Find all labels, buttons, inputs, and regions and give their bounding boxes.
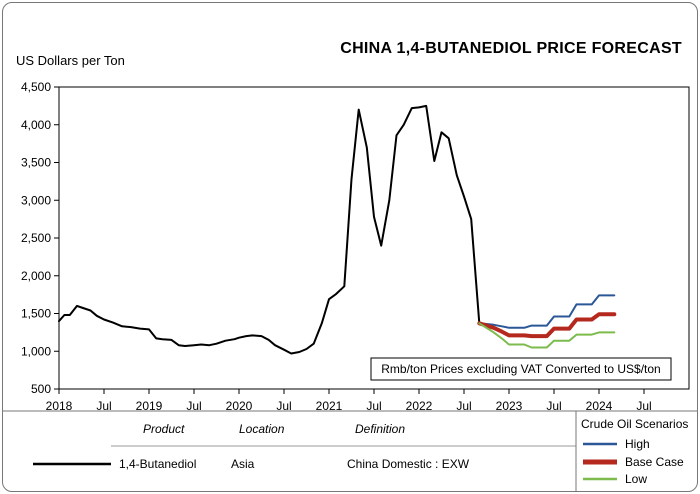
y-tick-label: 3,000: [21, 193, 51, 207]
legend-label-low: Low: [625, 472, 647, 486]
x-tick-label: Jul: [636, 399, 651, 413]
x-tick-label: 2019: [136, 399, 163, 413]
legend-title: Crude Oil Scenarios: [581, 417, 688, 431]
series-line-1-4-butanediol: [58, 104, 481, 355]
y-tick-label: 1,000: [21, 344, 51, 358]
x-tick-label: 2018: [46, 399, 73, 413]
legend-label-base: Base Case: [625, 455, 684, 469]
x-tick-label: Jul: [96, 399, 111, 413]
legend-label-high: High: [625, 437, 650, 451]
table-header-product: Product: [143, 422, 185, 436]
y-tick-label: 1,500: [21, 307, 51, 321]
table-header-definition: Definition: [355, 422, 405, 436]
x-tick-label: Jul: [456, 399, 471, 413]
x-tick-label: 2024: [586, 399, 613, 413]
table-cell-definition: China Domestic : EXW: [347, 457, 470, 471]
y-tick-label: 500: [31, 382, 51, 396]
x-tick-label: Jul: [366, 399, 381, 413]
y-axis-label: US Dollars per Ton: [16, 53, 125, 68]
x-tick-label: 2021: [316, 399, 343, 413]
x-tick-label: Jul: [276, 399, 291, 413]
chart-title: CHINA 1,4-BUTANEDIOL PRICE FORECAST: [340, 40, 682, 57]
y-ticks: 500 1,000 1,500 2,000 2,500 3,000 3,500 4,000 4,…: [21, 80, 59, 396]
y-tick-label: 3,500: [21, 156, 51, 170]
x-tick-label: 2023: [496, 399, 523, 413]
x-tick-label: 2020: [226, 399, 253, 413]
x-tick-label: 2022: [406, 399, 433, 413]
table-cell-product: 1,4-Butanediol: [119, 457, 196, 471]
series-line-high: [478, 294, 616, 329]
chart-svg: CHINA 1,4-BUTANEDIOL PRICE FORECAST US D…: [3, 40, 697, 491]
y-tick-label: 4,500: [21, 80, 51, 94]
table-header-location: Location: [239, 422, 285, 436]
series-lines: [58, 104, 617, 355]
x-tick-label: Jul: [186, 399, 201, 413]
y-tick-label: 2,000: [21, 269, 51, 283]
y-tick-label: 2,500: [21, 231, 51, 245]
annotation-text: Rmb/ton Prices excluding VAT Converted t…: [381, 362, 660, 376]
plot-area: [58, 86, 690, 390]
annotation-box: [370, 357, 672, 381]
y-tick-label: 4,000: [21, 118, 51, 132]
table-cell-location: Asia: [231, 457, 255, 471]
x-ticks: 2018 Jul 2019 Jul 2020 Jul 2021 Jul 2022 Jul 2023 J…: [46, 389, 652, 413]
x-tick-label: Jul: [546, 399, 561, 413]
series-line-low: [478, 322, 616, 349]
series-line-base-case: [477, 312, 617, 339]
